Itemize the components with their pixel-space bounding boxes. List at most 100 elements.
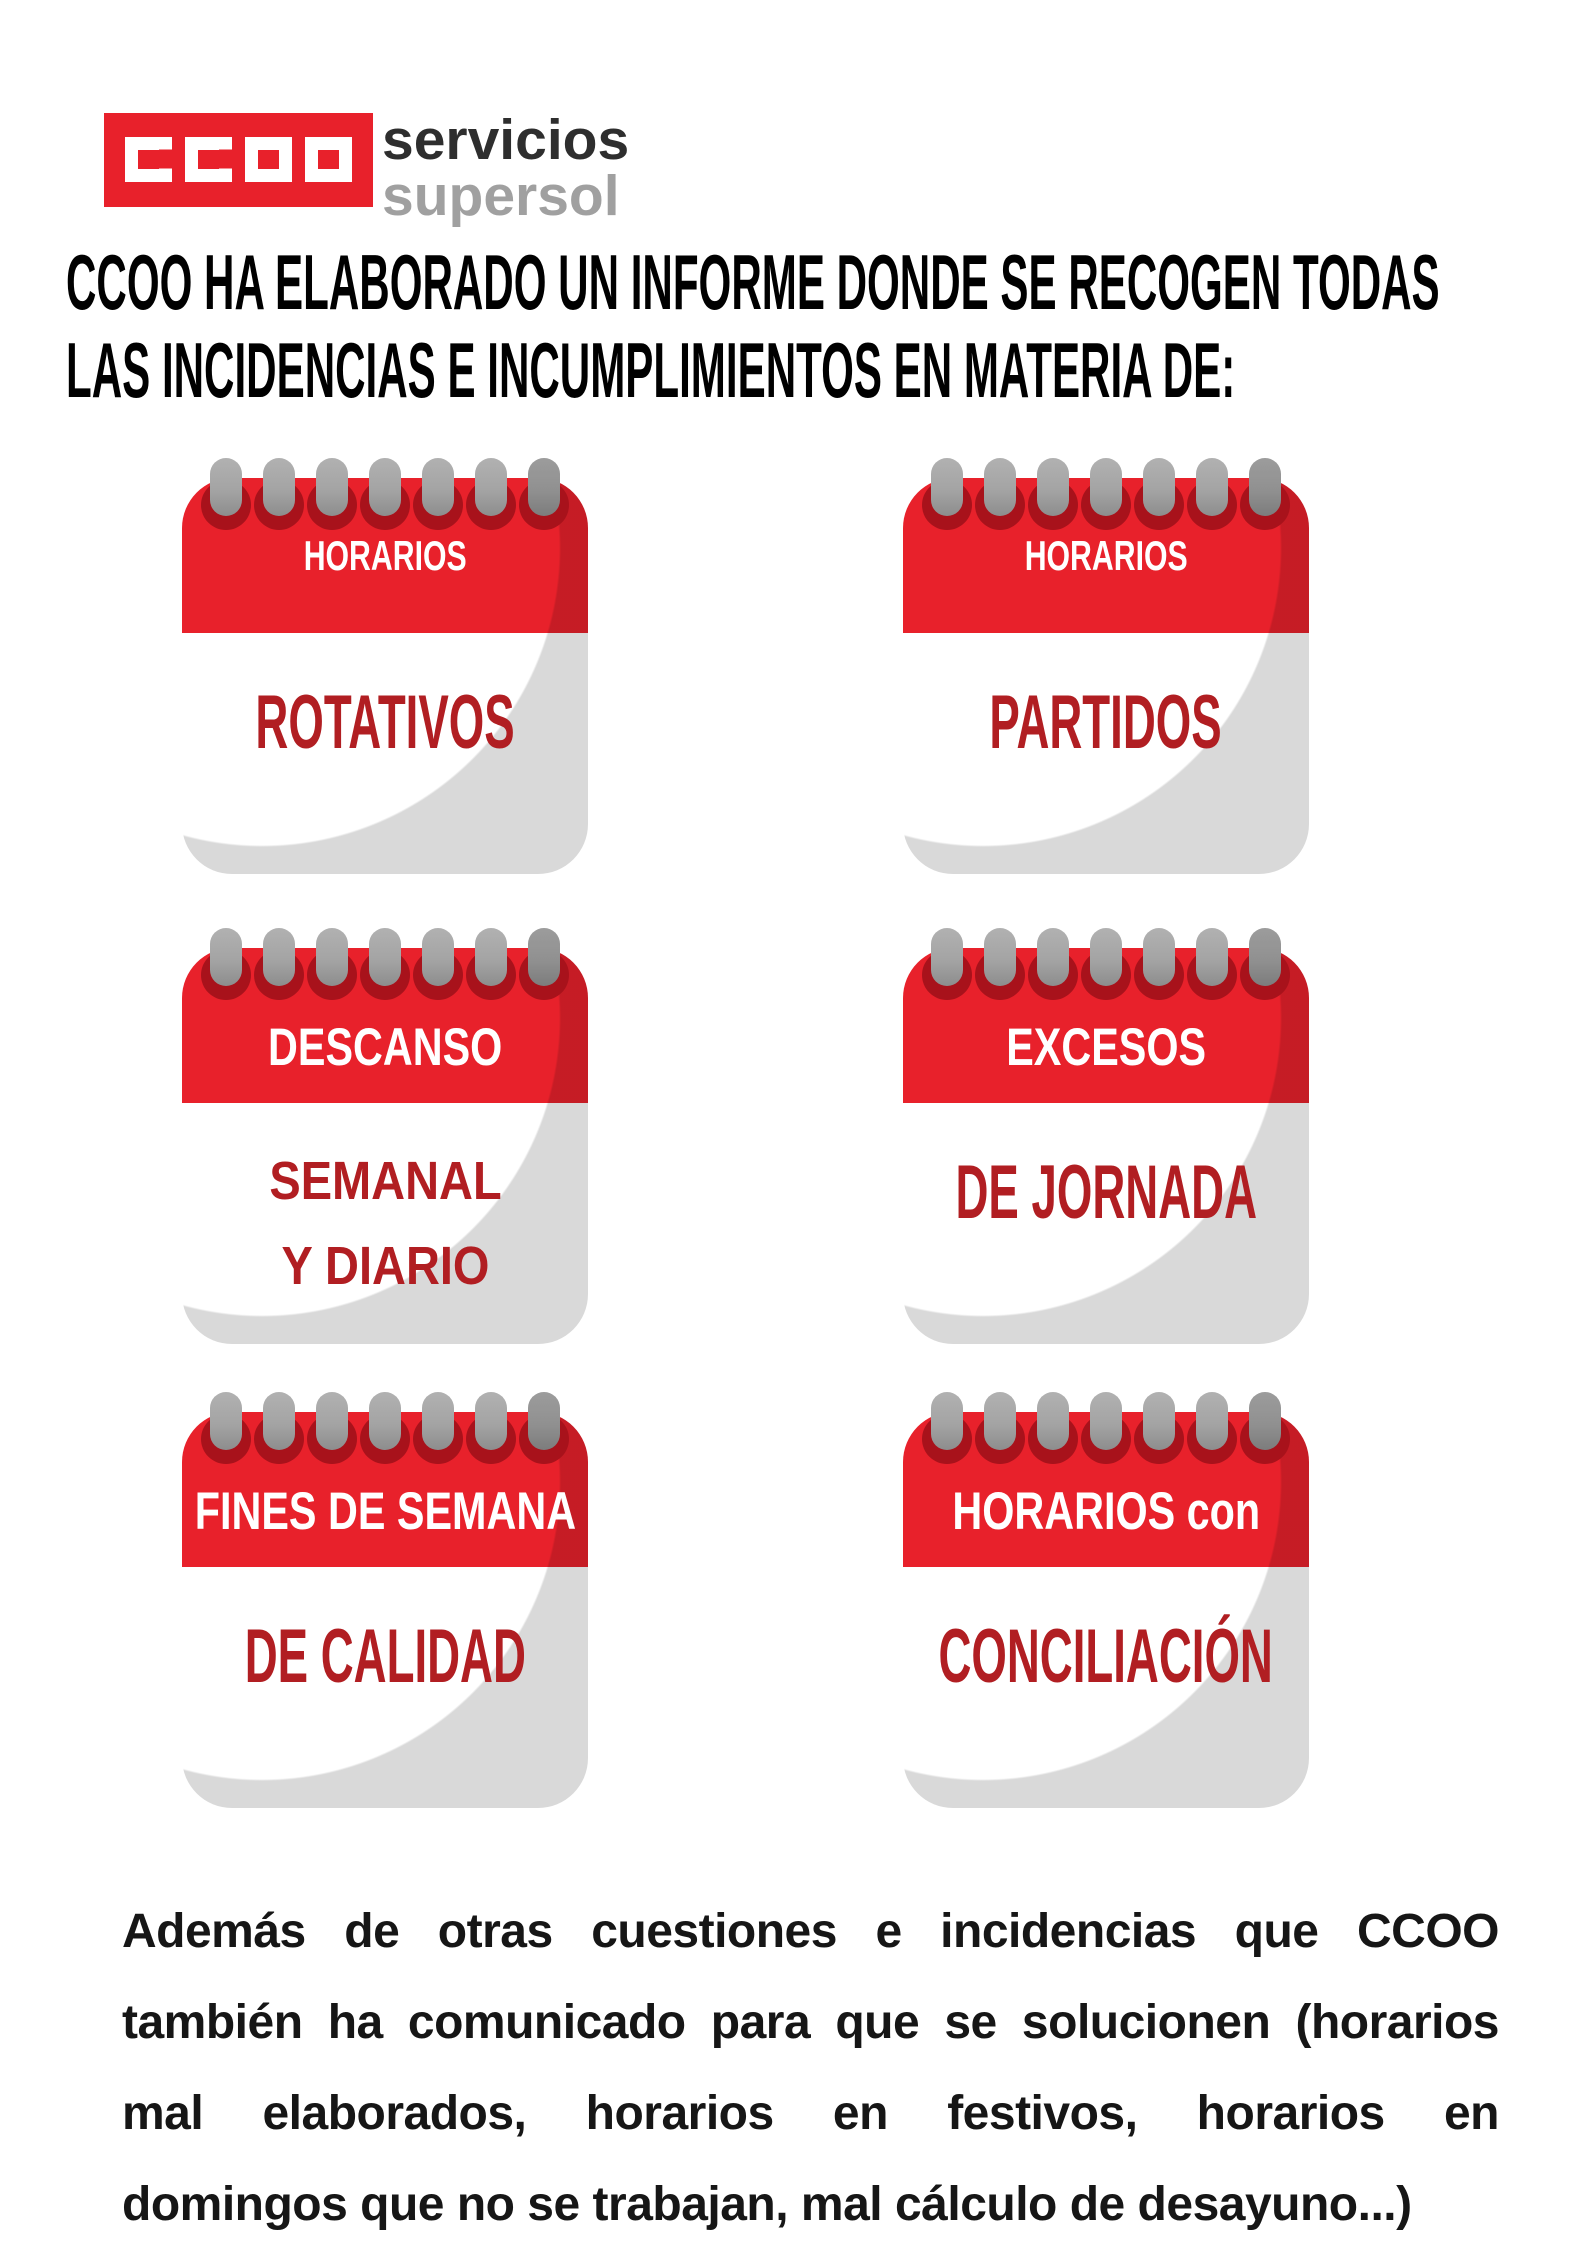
- calendar-body-label-wrap: ROTATIVOS: [182, 633, 588, 874]
- calendar-sheet: DESCANSO SEMANAL Y DIARIO: [182, 948, 588, 1344]
- page-curl-shade: [903, 948, 1309, 1344]
- headline-line-1: CCOO HA ELABORADO UN INFORME DONDE SE RE…: [66, 238, 1440, 326]
- calendar-header-label-wrap: EXCESOS: [903, 948, 1309, 1125]
- binder-ring-icon: [422, 458, 454, 516]
- calendar-sheet: HORARIOS con CONCILIACIÓN: [903, 1412, 1309, 1808]
- binder-ring-icon: [1143, 458, 1175, 516]
- calendar-header-label-wrap: FINES DE SEMANA: [182, 1412, 588, 1589]
- calendar-body-label-wrap: DE CALIDAD: [182, 1567, 588, 1808]
- binder-rings: [903, 458, 1309, 538]
- logo-letter-c-icon: [185, 136, 232, 182]
- headline-line-2: LAS INCIDENCIAS E INCUMPLIMIENTOS EN MAT…: [66, 326, 1236, 414]
- calendar-body-label: DE JORNADA: [955, 1150, 1257, 1235]
- brand-servicios-label: servicios: [382, 108, 630, 172]
- binder-ring-icon: [1037, 928, 1069, 986]
- binder-ring-icon: [369, 1392, 401, 1450]
- binder-ring-icon: [316, 458, 348, 516]
- binder-ring-icon: [1037, 458, 1069, 516]
- calendar-body-label-wrap: SEMANAL Y DIARIO: [182, 1103, 588, 1344]
- calendar-header-label-wrap: HORARIOS con: [903, 1412, 1309, 1589]
- calendar-card-horarios-rotativos: HORARIOS ROTATIVOS: [182, 458, 588, 874]
- binder-ring-icon: [210, 1392, 242, 1450]
- binder-ring-icon: [1143, 1392, 1175, 1450]
- calendar-body-label-wrap: PARTIDOS: [903, 633, 1309, 874]
- binder-ring-icon: [984, 458, 1016, 516]
- binder-ring-icon: [1090, 458, 1122, 516]
- logo-letter-c-icon: [125, 136, 172, 182]
- binder-ring-icon: [1196, 1392, 1228, 1450]
- calendar-body-label: ROTATIVOS: [255, 680, 515, 765]
- calendar-body-bg: [903, 1567, 1309, 1808]
- calendar-body-label: DE CALIDAD: [244, 1614, 526, 1699]
- calendar-body-bg: [182, 633, 588, 874]
- footer-paragraph: Además de otras cuestiones e incidencias…: [122, 1886, 1500, 2245]
- binder-ring-icon: [263, 458, 295, 516]
- binder-ring-icon: [984, 1392, 1016, 1450]
- calendar-header-label: HORARIOS con: [952, 1482, 1260, 1541]
- binder-ring-icon: [528, 1392, 560, 1450]
- binder-ring-icon: [1196, 458, 1228, 516]
- calendar-body-bg: [903, 633, 1309, 874]
- binder-ring-icon: [931, 928, 963, 986]
- calendar-header-label: HORARIOS: [303, 531, 467, 579]
- binder-ring-icon: [931, 458, 963, 516]
- calendar-body-bg: [182, 1567, 588, 1808]
- calendar-card-fines-de-semana: FINES DE SEMANA DE CALIDAD: [182, 1392, 588, 1808]
- footer-line-2: también ha comunicado para que se soluci…: [122, 1996, 1500, 2049]
- binder-ring-icon: [984, 928, 1016, 986]
- binder-ring-icon: [263, 928, 295, 986]
- binder-ring-icon: [369, 458, 401, 516]
- binder-rings: [182, 458, 588, 538]
- page-curl-shade: [182, 948, 588, 1344]
- binder-ring-icon: [1196, 928, 1228, 986]
- headline: CCOO HA ELABORADO UN INFORME DONDE SE RE…: [66, 238, 1587, 414]
- brand-supersol-label: supersol: [382, 164, 620, 228]
- page-curl-shade: [182, 478, 588, 874]
- logo-letter-o-icon: [245, 136, 292, 182]
- binder-ring-icon: [1249, 458, 1281, 516]
- binder-ring-icon: [210, 928, 242, 986]
- binder-ring-icon: [1249, 928, 1281, 986]
- calendar-header-label-wrap: HORARIOS: [903, 478, 1309, 633]
- calendar-body-label-line1: SEMANAL: [268, 1150, 502, 1211]
- ccoo-logo: [104, 113, 373, 207]
- binder-ring-icon: [316, 928, 348, 986]
- binder-rings: [903, 928, 1309, 1008]
- binder-ring-icon: [210, 458, 242, 516]
- calendar-body-bg: [182, 1103, 588, 1344]
- footer-line-3: mal elaborados, horarios en festivos, ho…: [122, 2087, 1500, 2140]
- footer-line-4: domingos que no se trabajan, mal cálculo…: [122, 2178, 1412, 2231]
- calendar-body-label: PARTIDOS: [989, 680, 1223, 765]
- calendar-header-label: HORARIOS: [1024, 531, 1188, 579]
- calendar-card-horarios-partidos: HORARIOS PARTIDOS: [903, 458, 1309, 874]
- calendar-sheet: HORARIOS PARTIDOS: [903, 478, 1309, 874]
- binder-ring-icon: [1090, 1392, 1122, 1450]
- binder-ring-icon: [1037, 1392, 1069, 1450]
- binder-ring-icon: [422, 928, 454, 986]
- binder-ring-icon: [1143, 928, 1175, 986]
- calendar-header-label-wrap: DESCANSO: [182, 948, 588, 1125]
- calendar-body-label: CONCILIACIÓN: [938, 1614, 1274, 1699]
- page-curl-shade: [903, 1412, 1309, 1808]
- binder-rings: [182, 1392, 588, 1472]
- logo-letter-o-icon: [305, 136, 352, 182]
- binder-ring-icon: [316, 1392, 348, 1450]
- binder-ring-icon: [475, 1392, 507, 1450]
- binder-ring-icon: [528, 928, 560, 986]
- calendar-sheet: EXCESOS DE JORNADA: [903, 948, 1309, 1344]
- binder-ring-icon: [263, 1392, 295, 1450]
- calendar-body-label-wrap: DE JORNADA: [903, 1103, 1309, 1344]
- calendar-card-descanso: DESCANSO SEMANAL Y DIARIO: [182, 928, 588, 1344]
- binder-ring-icon: [1249, 1392, 1281, 1450]
- binder-ring-icon: [422, 1392, 454, 1450]
- binder-ring-icon: [528, 458, 560, 516]
- page-curl-shade: [903, 478, 1309, 874]
- footer-line-1: Además de otras cuestiones e incidencias…: [122, 1905, 1500, 1958]
- calendar-body-bg: [903, 1103, 1309, 1344]
- binder-ring-icon: [369, 928, 401, 986]
- page-curl-shade: [182, 1412, 588, 1808]
- binder-ring-icon: [931, 1392, 963, 1450]
- calendar-card-excesos: EXCESOS DE JORNADA: [903, 928, 1309, 1344]
- calendar-header-label: DESCANSO: [267, 1018, 503, 1077]
